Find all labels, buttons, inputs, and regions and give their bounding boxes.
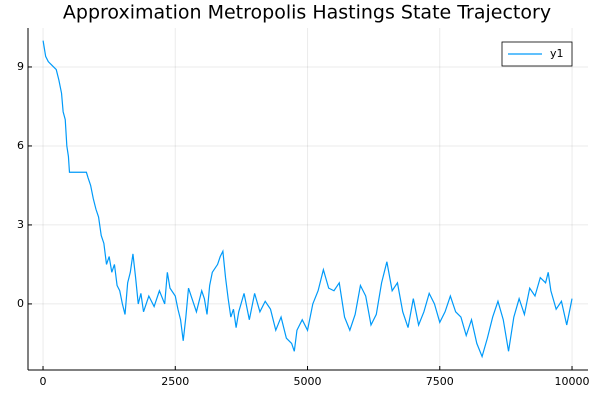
- x-tick-label: 5000: [294, 375, 322, 388]
- chart-title: Approximation Metropolis Hastings State …: [63, 2, 551, 24]
- x-tick-label: 0: [40, 375, 47, 388]
- y-tick-label: 9: [17, 60, 24, 73]
- data-line: [42, 40, 573, 359]
- y-tick-label: 6: [17, 139, 24, 152]
- y-tick-label: 3: [17, 218, 24, 231]
- legend-label: y1: [550, 47, 564, 60]
- x-tick-label: 7500: [426, 375, 454, 388]
- x-tick-label: 2500: [161, 375, 189, 388]
- x-tick-label: 10000: [555, 375, 590, 388]
- y-tick-label: 0: [17, 297, 24, 310]
